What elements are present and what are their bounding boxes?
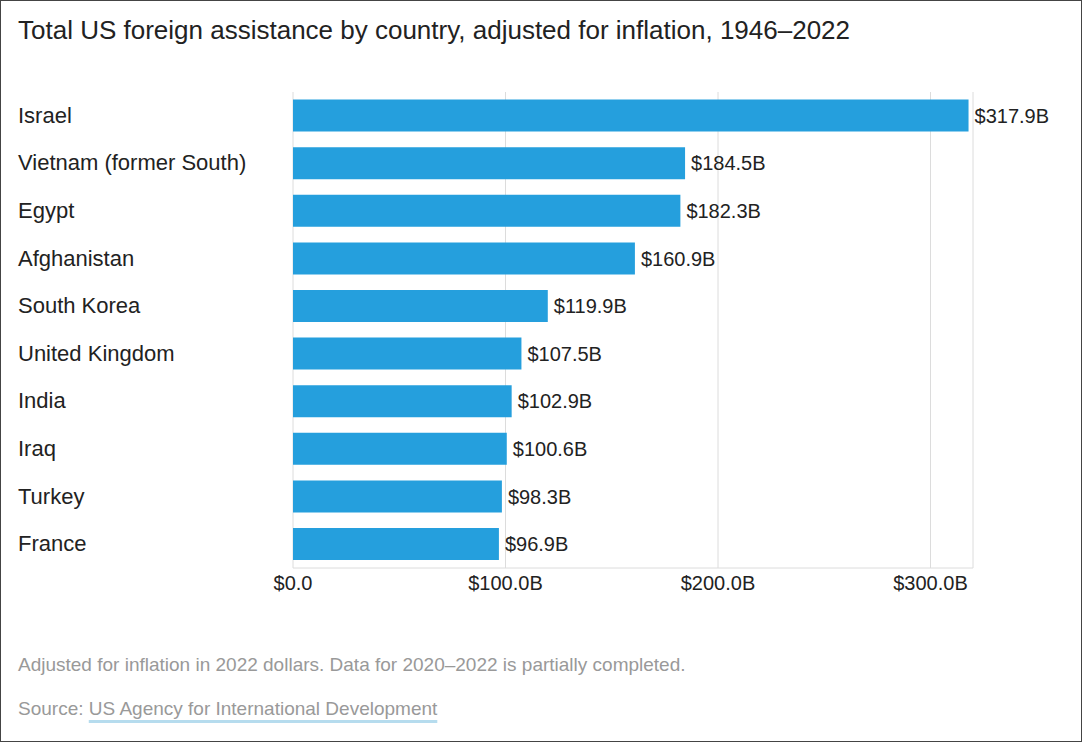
svg-text:$119.9B: $119.9B <box>554 295 627 317</box>
svg-text:$100.0B: $100.0B <box>468 572 543 594</box>
svg-text:France: France <box>18 531 86 556</box>
svg-text:India: India <box>18 388 66 413</box>
svg-text:Egypt: Egypt <box>18 198 74 223</box>
svg-text:$107.5B: $107.5B <box>527 343 602 365</box>
svg-text:Turkey: Turkey <box>18 484 84 509</box>
svg-text:$0.0: $0.0 <box>274 572 313 594</box>
svg-text:South Korea: South Korea <box>18 293 141 318</box>
svg-text:Vietnam (former South): Vietnam (former South) <box>18 150 246 175</box>
svg-text:Israel: Israel <box>18 103 72 128</box>
html-text:Source: US Agency for Internat: Source: US Agency for International Deve… <box>18 698 438 719</box>
svg-text:$317.9B: $317.9B <box>975 105 1050 127</box>
svg-text:$102.9B: $102.9B <box>518 390 593 412</box>
svg-text:$184.5B: $184.5B <box>691 152 766 174</box>
svg-text:$96.9B: $96.9B <box>505 533 568 555</box>
svg-text:$100.6B: $100.6B <box>513 438 588 460</box>
svg-text:$200.0B: $200.0B <box>681 572 756 594</box>
svg-text:Afghanistan: Afghanistan <box>18 246 134 271</box>
svg-text:United Kingdom: United Kingdom <box>18 341 175 366</box>
svg-text:$98.3B: $98.3B <box>508 486 571 508</box>
svg-text:$160.9B: $160.9B <box>641 248 716 270</box>
svg-text:Iraq: Iraq <box>18 436 56 461</box>
html-text:Adjusted for inflation in 2022: Adjusted for inflation in 2022 dollars. … <box>18 654 686 675</box>
svg-text:$300.0B: $300.0B <box>893 572 968 594</box>
svg-text:$182.3B: $182.3B <box>686 200 761 222</box>
html-text:Total US foreign assistance by: Total US foreign assistance by country, … <box>18 15 850 45</box>
